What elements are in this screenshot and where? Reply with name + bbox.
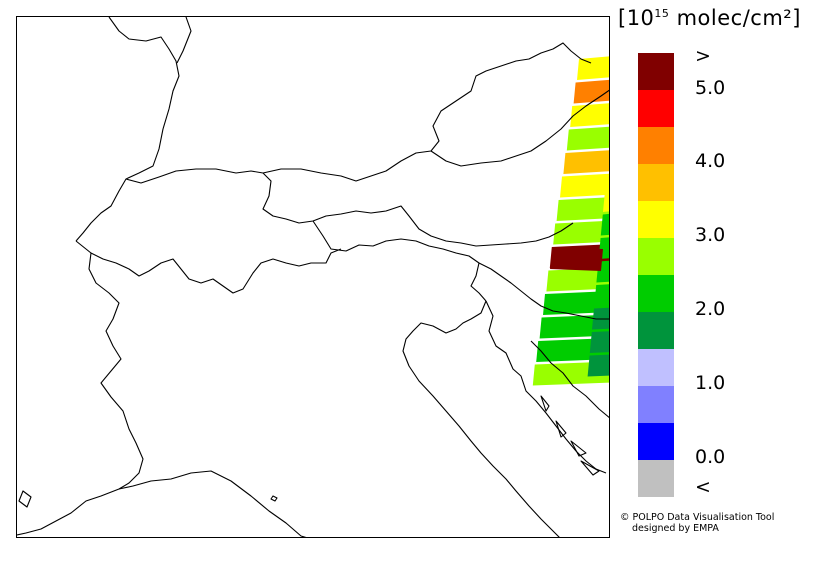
map-canvas (17, 17, 609, 537)
swath-pixel (556, 197, 609, 221)
legend-color-box (638, 238, 674, 275)
legend-label-5: 5.0 (695, 77, 726, 99)
border-austria-italy (312, 220, 487, 302)
swath-pixel-edge (594, 284, 609, 306)
swath-pixel-edge (589, 331, 609, 353)
legend-color-box (638, 349, 674, 386)
legend-color-box (638, 53, 674, 90)
border-france-italy (17, 252, 144, 536)
swath-pixel-edge (600, 213, 609, 236)
unit-suffix: molec/cm²] (669, 6, 801, 30)
swath-pixel (546, 267, 609, 292)
unit-exponent: 15 (654, 7, 670, 20)
swath-pixel (560, 173, 609, 198)
swath-pixel (577, 56, 609, 80)
legend-color-box (638, 423, 674, 460)
swath-pixel (539, 314, 609, 339)
legend-label-0: 0.0 (695, 446, 726, 468)
coast-istria (485, 300, 607, 474)
legend-label-gt: > (695, 45, 711, 67)
credit-line-2: designed by EMPA (632, 523, 719, 534)
border-austria-slovakia (430, 89, 609, 167)
swath-pixel (573, 79, 609, 104)
coast-trieste (402, 300, 560, 537)
swath-pixel-edge (603, 190, 609, 212)
legend-label-4: 4.0 (695, 150, 726, 172)
swath-pixel (543, 291, 609, 315)
legend-color-box (638, 312, 674, 349)
island-small (270, 495, 278, 502)
swath-pixel-max (550, 247, 603, 271)
swath-pixel-edge (587, 354, 609, 377)
legend-color-box (638, 90, 674, 127)
satellite-swath (532, 56, 609, 386)
border-switzerland-north (125, 168, 574, 247)
unit-prefix: [10 (618, 6, 655, 30)
coast-tuscany (118, 470, 307, 537)
island-corsica (18, 490, 32, 508)
legend-unit-title: [1015 molec/cm²] (618, 6, 801, 30)
legend-color-box (638, 460, 674, 497)
legend-label-2: 2.0 (695, 298, 726, 320)
legend-color-box (638, 201, 674, 238)
border-switzerland-italy (75, 240, 342, 294)
legend-label-3: 3.0 (695, 224, 726, 246)
swath-pixel (563, 150, 609, 174)
coast-croatia (530, 340, 609, 419)
islands-croatia (540, 395, 600, 476)
swath-pixel (570, 103, 609, 127)
swath-pixel (566, 126, 609, 151)
border-slovenia (478, 262, 609, 320)
legend-color-box (638, 127, 674, 164)
border-germany-czech (262, 42, 592, 182)
legend-color-box (638, 275, 674, 312)
legend-color-box (638, 164, 674, 201)
borders (17, 17, 609, 537)
legend-color-box (638, 386, 674, 423)
map-panel (16, 16, 610, 538)
legend-label-lt: < (695, 476, 711, 498)
legend-label-1: 1.0 (695, 372, 726, 394)
border-france-germany (75, 17, 180, 242)
credit-line-1: © POLPO Data Visualisation Tool (620, 512, 775, 523)
credit-text: © POLPO Data Visualisation Tool designed… (620, 512, 774, 534)
border-germany-north (176, 17, 192, 64)
